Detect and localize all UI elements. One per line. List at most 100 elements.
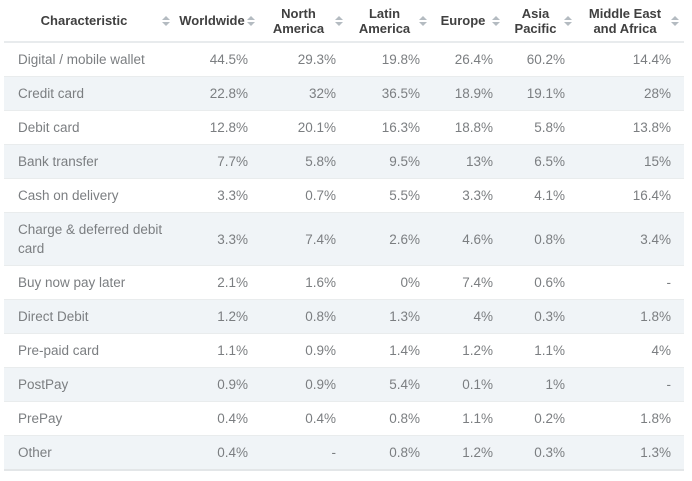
- value-cell: 4.6%: [432, 212, 505, 266]
- value-cell: 3.3%: [175, 212, 260, 266]
- value-cell: 1.8%: [577, 299, 684, 334]
- value-cell: 1.1%: [505, 333, 577, 368]
- row-label: Charge & deferred debit card: [4, 212, 175, 266]
- value-cell: 3.4%: [577, 212, 684, 266]
- value-cell: 5.5%: [348, 178, 432, 213]
- payment-methods-table: Characteristic Worldwide North America Lati…: [4, 0, 684, 471]
- value-cell: 1.1%: [175, 333, 260, 368]
- value-cell: 1.6%: [260, 265, 348, 300]
- value-cell: 1.3%: [348, 299, 432, 334]
- value-cell: -: [577, 265, 684, 300]
- value-cell: 0.8%: [348, 401, 432, 436]
- value-cell: 0.8%: [505, 212, 577, 266]
- value-cell: 19.1%: [505, 76, 577, 111]
- value-cell: 4%: [577, 333, 684, 368]
- value-cell: 7.4%: [260, 212, 348, 266]
- value-cell: 1.4%: [348, 333, 432, 368]
- column-header-middle-east-and-africa[interactable]: Middle East and Africa: [577, 0, 684, 43]
- value-cell: 0.1%: [432, 367, 505, 402]
- value-cell: 32%: [260, 76, 348, 111]
- value-cell: 29.3%: [260, 42, 348, 77]
- value-cell: 9.5%: [348, 144, 432, 179]
- table-row: PrePay 0.4% 0.4% 0.8% 1.1% 0.2% 1.8%: [4, 401, 684, 436]
- value-cell: 2.1%: [175, 265, 260, 300]
- data-table-container: Characteristic Worldwide North America Lati…: [4, 0, 684, 471]
- column-header-characteristic[interactable]: Characteristic: [4, 0, 175, 43]
- table-row: Digital / mobile wallet 44.5% 29.3% 19.8% 26…: [4, 42, 684, 77]
- row-label: Bank transfer: [4, 144, 175, 179]
- value-cell: 18.8%: [432, 110, 505, 145]
- value-cell: 0%: [348, 265, 432, 300]
- value-cell: 0.9%: [260, 333, 348, 368]
- value-cell: 20.1%: [260, 110, 348, 145]
- column-header-worldwide[interactable]: Worldwide: [175, 0, 260, 43]
- table-row: Credit card 22.8% 32% 36.5% 18.9% 19.1% 28%: [4, 76, 684, 111]
- column-header-north-america[interactable]: North America: [260, 0, 348, 43]
- column-header-label: North America: [272, 5, 325, 36]
- value-cell: 0.9%: [175, 367, 260, 402]
- value-cell: 60.2%: [505, 42, 577, 77]
- column-header-label: Worldwide: [179, 13, 245, 28]
- value-cell: 26.4%: [432, 42, 505, 77]
- column-header-label: Middle East and Africa: [588, 5, 662, 36]
- table-row: Charge & deferred debit card 3.3% 7.4% 2.6%…: [4, 212, 684, 266]
- table-row: Buy now pay later 2.1% 1.6% 0% 7.4% 0.6% -: [4, 265, 684, 300]
- value-cell: 5.8%: [505, 110, 577, 145]
- value-cell: 0.3%: [505, 299, 577, 334]
- value-cell: 36.5%: [348, 76, 432, 111]
- value-cell: 0.4%: [175, 401, 260, 436]
- column-header-label: Latin America: [358, 5, 411, 36]
- value-cell: 12.8%: [175, 110, 260, 145]
- sort-arrows-icon[interactable]: [564, 15, 572, 26]
- value-cell: 7.4%: [432, 265, 505, 300]
- value-cell: 13.8%: [577, 110, 684, 145]
- value-cell: -: [577, 367, 684, 402]
- row-label: Pre-paid card: [4, 333, 175, 368]
- sort-arrows-icon[interactable]: [335, 15, 343, 26]
- table-row: Cash on delivery 3.3% 0.7% 5.5% 3.3% 4.1% 16.4…: [4, 178, 684, 213]
- value-cell: 0.8%: [348, 435, 432, 471]
- value-cell: 1%: [505, 367, 577, 402]
- value-cell: 19.8%: [348, 42, 432, 77]
- value-cell: 0.2%: [505, 401, 577, 436]
- value-cell: 13%: [432, 144, 505, 179]
- value-cell: 44.5%: [175, 42, 260, 77]
- row-label: Digital / mobile wallet: [4, 42, 175, 77]
- row-label: Cash on delivery: [4, 178, 175, 213]
- value-cell: 0.7%: [260, 178, 348, 213]
- value-cell: 4.1%: [505, 178, 577, 213]
- row-label: Buy now pay later: [4, 265, 175, 300]
- value-cell: 22.8%: [175, 76, 260, 111]
- sort-arrows-icon[interactable]: [419, 15, 427, 26]
- value-cell: 7.7%: [175, 144, 260, 179]
- value-cell: 15%: [577, 144, 684, 179]
- table-row: Debit card 12.8% 20.1% 16.3% 18.8% 5.8% 13.8%: [4, 110, 684, 145]
- value-cell: -: [260, 435, 348, 471]
- value-cell: 4%: [432, 299, 505, 334]
- row-label: Direct Debit: [4, 299, 175, 334]
- table-row: PostPay 0.9% 0.9% 5.4% 0.1% 1% -: [4, 367, 684, 402]
- sort-arrows-icon[interactable]: [671, 15, 679, 26]
- value-cell: 16.3%: [348, 110, 432, 145]
- value-cell: 3.3%: [175, 178, 260, 213]
- sort-arrows-icon[interactable]: [492, 15, 500, 26]
- value-cell: 1.2%: [432, 333, 505, 368]
- column-header-europe[interactable]: Europe: [432, 0, 505, 43]
- row-label: PostPay: [4, 367, 175, 402]
- row-label: Credit card: [4, 76, 175, 111]
- value-cell: 6.5%: [505, 144, 577, 179]
- column-header-label: Europe: [440, 13, 486, 28]
- column-header-label: Characteristic: [40, 13, 128, 28]
- sort-arrows-icon[interactable]: [247, 15, 255, 26]
- value-cell: 1.2%: [432, 435, 505, 471]
- column-header-asia-pacific[interactable]: Asia Pacific: [505, 0, 577, 43]
- sort-arrows-icon[interactable]: [162, 15, 170, 26]
- value-cell: 1.1%: [432, 401, 505, 436]
- value-cell: 0.8%: [260, 299, 348, 334]
- header-row: Characteristic Worldwide North America Lati…: [4, 0, 684, 43]
- value-cell: 2.6%: [348, 212, 432, 266]
- table-row: Other 0.4% -0.8% 1.2% 0.3% 1.3%: [4, 435, 684, 471]
- value-cell: 0.6%: [505, 265, 577, 300]
- table-row: Direct Debit 1.2% 0.8% 1.3% 4% 0.3% 1.8%: [4, 299, 684, 334]
- column-header-latin-america[interactable]: Latin America: [348, 0, 432, 43]
